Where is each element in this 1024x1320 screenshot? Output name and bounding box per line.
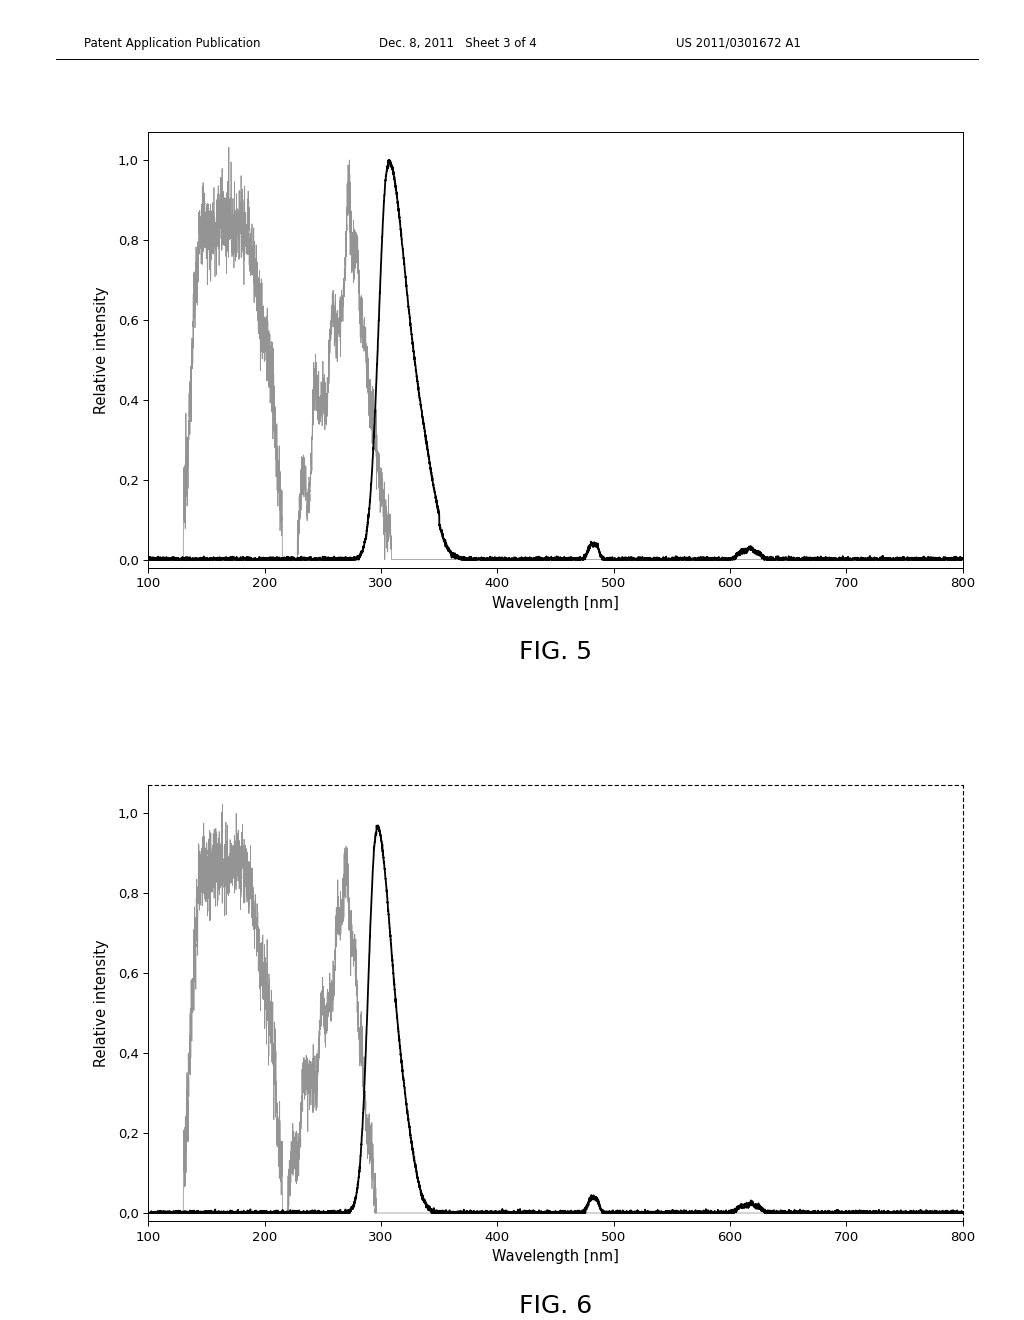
Y-axis label: Relative intensity: Relative intensity (94, 940, 110, 1067)
X-axis label: Wavelength [nm]: Wavelength [nm] (493, 1249, 618, 1265)
Text: Patent Application Publication: Patent Application Publication (84, 37, 260, 50)
Y-axis label: Relative intensity: Relative intensity (94, 286, 110, 413)
Text: US 2011/0301672 A1: US 2011/0301672 A1 (676, 37, 801, 50)
Text: Dec. 8, 2011   Sheet 3 of 4: Dec. 8, 2011 Sheet 3 of 4 (379, 37, 537, 50)
Text: FIG. 5: FIG. 5 (519, 640, 592, 664)
X-axis label: Wavelength [nm]: Wavelength [nm] (493, 595, 618, 611)
Text: FIG. 6: FIG. 6 (519, 1294, 592, 1317)
